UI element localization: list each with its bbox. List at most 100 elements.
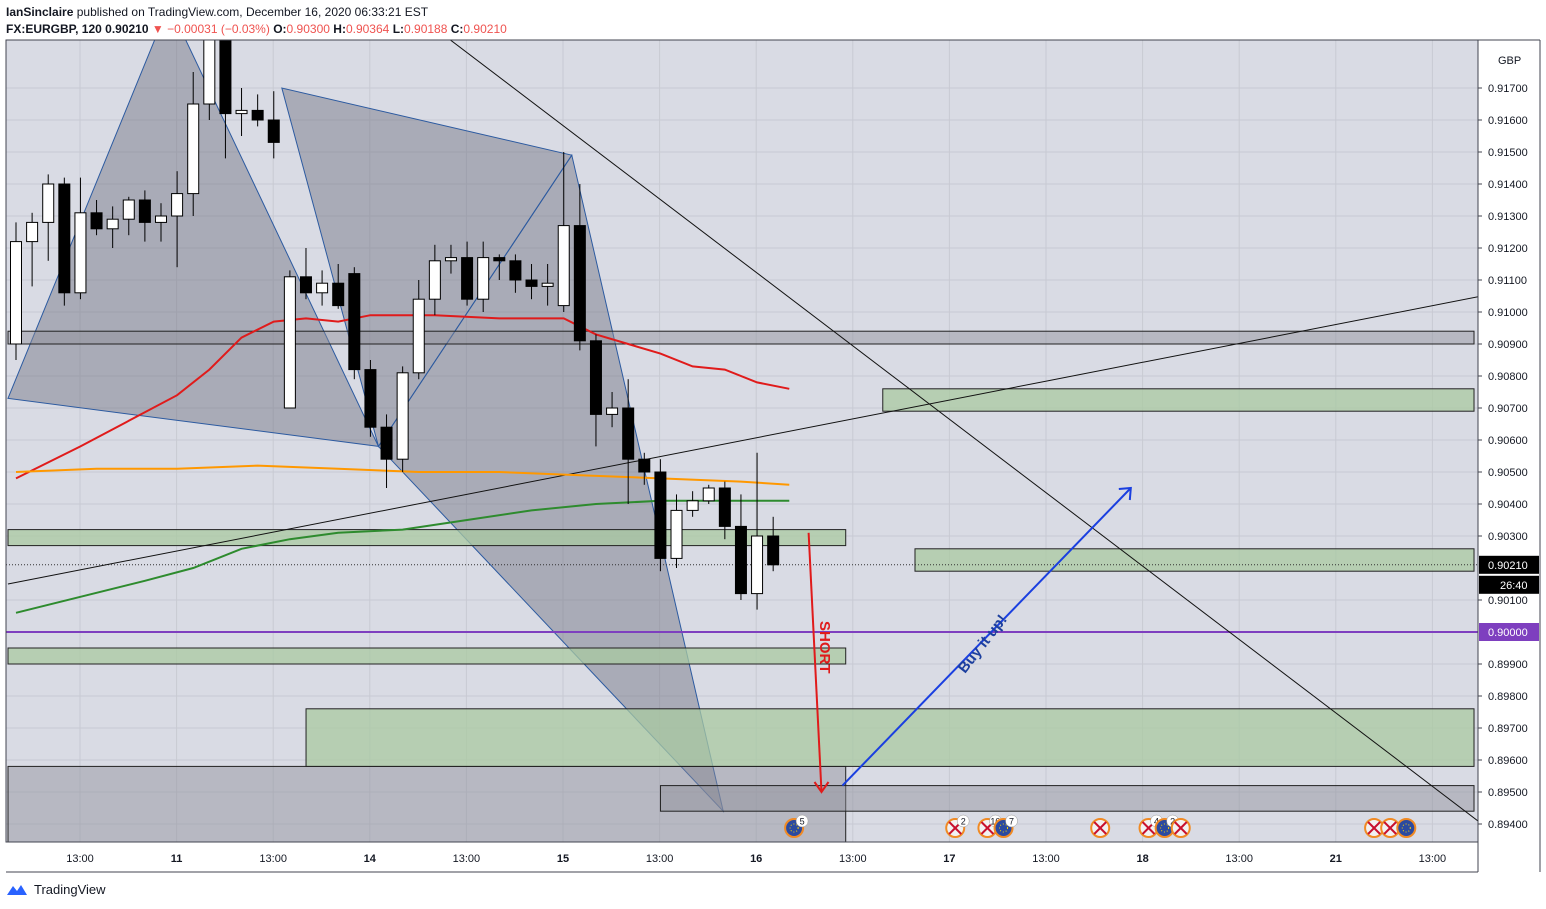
pattern-triangle-3 bbox=[377, 153, 725, 813]
candle-body[interactable] bbox=[428, 260, 441, 300]
candle-body[interactable] bbox=[412, 298, 425, 374]
author-name[interactable]: IanSinclaire bbox=[6, 5, 74, 19]
high-value: 0.90364 bbox=[345, 22, 390, 36]
high-label: H: bbox=[333, 22, 346, 36]
short-arrow[interactable] bbox=[807, 532, 823, 793]
eu-flag-icon[interactable] bbox=[1396, 818, 1417, 838]
candle-body[interactable] bbox=[541, 282, 554, 287]
candle-body[interactable] bbox=[74, 212, 87, 294]
eu-stars-icon bbox=[789, 823, 799, 833]
candle-body[interactable] bbox=[364, 369, 377, 428]
candle-body[interactable] bbox=[718, 487, 731, 527]
y-tick-label: 0.89500 bbox=[1488, 787, 1528, 799]
candle-body[interactable] bbox=[267, 119, 280, 143]
x-tick-label: 13:00 bbox=[259, 853, 287, 865]
x-tick-label: 13:00 bbox=[66, 853, 94, 865]
candle-body[interactable] bbox=[396, 372, 409, 460]
candle-body[interactable] bbox=[444, 257, 457, 262]
candle-body[interactable] bbox=[187, 103, 200, 195]
gray-zone-2[interactable] bbox=[659, 785, 1475, 812]
x-tick-label: 18 bbox=[1136, 853, 1148, 865]
y-tick-label: 0.90300 bbox=[1488, 531, 1528, 543]
x-tick-label: 17 bbox=[943, 853, 955, 865]
candle-body[interactable] bbox=[122, 199, 135, 220]
trend-line-0[interactable] bbox=[7, 296, 1482, 585]
candle-body[interactable] bbox=[589, 340, 602, 415]
countdown-tag bbox=[1479, 575, 1539, 594]
candle-body[interactable] bbox=[751, 535, 764, 595]
event-count: 7 bbox=[1009, 817, 1014, 827]
candle-body[interactable] bbox=[235, 109, 248, 115]
gray-zone-1[interactable] bbox=[7, 765, 847, 849]
candle-body[interactable] bbox=[42, 183, 55, 223]
y-tick-label: 0.91100 bbox=[1488, 275, 1527, 287]
close-value: 0.90210 bbox=[463, 22, 507, 36]
candle-body[interactable] bbox=[316, 282, 329, 294]
eu-stars-icon bbox=[1160, 823, 1170, 833]
y-tick-label: 0.90500 bbox=[1488, 467, 1528, 479]
candle-body[interactable] bbox=[477, 257, 490, 300]
candle-body[interactable] bbox=[106, 218, 119, 230]
eu-stars-icon bbox=[999, 823, 1009, 833]
green-zone-0[interactable] bbox=[7, 529, 847, 547]
level-tag bbox=[1479, 623, 1539, 641]
candle-body[interactable] bbox=[348, 273, 361, 371]
price-tag bbox=[1479, 555, 1539, 574]
candle-body[interactable] bbox=[203, 14, 216, 105]
gray-zone-0[interactable] bbox=[7, 330, 1475, 345]
event-count: 5 bbox=[800, 817, 805, 827]
candle-body[interactable] bbox=[734, 525, 747, 595]
green-zone-3[interactable] bbox=[882, 388, 1475, 412]
candle-body[interactable] bbox=[509, 260, 522, 281]
y-tick-label: 0.89800 bbox=[1488, 691, 1528, 703]
candle-body[interactable] bbox=[219, 14, 232, 115]
countdown-text: 26:40 bbox=[1500, 580, 1528, 592]
candle-body[interactable] bbox=[606, 407, 619, 415]
candle-body[interactable] bbox=[461, 257, 474, 300]
buy-arrow[interactable] bbox=[841, 487, 1132, 787]
low-label: L: bbox=[392, 22, 405, 36]
candle-body[interactable] bbox=[525, 279, 538, 287]
candle-body[interactable] bbox=[283, 276, 296, 409]
x-tick-label: 13:00 bbox=[1419, 853, 1447, 865]
green-zone-1[interactable] bbox=[7, 647, 847, 665]
candle-body[interactable] bbox=[26, 221, 39, 243]
candle-body[interactable] bbox=[10, 241, 22, 345]
green-zone-4[interactable] bbox=[914, 548, 1475, 572]
y-tick-label: 0.91400 bbox=[1488, 179, 1528, 191]
candle-body[interactable] bbox=[767, 535, 780, 566]
y-tick-label: 0.90900 bbox=[1488, 339, 1528, 351]
low-value: 0.90188 bbox=[404, 22, 448, 36]
footer-brand[interactable]: TradingView bbox=[6, 882, 106, 897]
candle-body[interactable] bbox=[380, 426, 393, 460]
candle-body[interactable] bbox=[251, 109, 264, 121]
y-tick-label: 0.90800 bbox=[1488, 371, 1528, 383]
symbol-label[interactable]: FX:EURGBP, 120 bbox=[6, 22, 102, 36]
candle-body[interactable] bbox=[493, 257, 506, 262]
candle-body[interactable] bbox=[654, 471, 667, 559]
candle-body[interactable] bbox=[622, 407, 635, 460]
x-tick-label: 13:00 bbox=[453, 853, 481, 865]
candle-body[interactable] bbox=[154, 215, 167, 223]
x-tick-label: 13:00 bbox=[1032, 853, 1060, 865]
candle-body[interactable] bbox=[573, 225, 586, 342]
trend-line-1[interactable] bbox=[370, 0, 1482, 824]
x-tick-label: 13:00 bbox=[839, 853, 867, 865]
candle-body[interactable] bbox=[670, 509, 683, 559]
level-tag-text: 0.90000 bbox=[1488, 627, 1528, 639]
candle-body[interactable] bbox=[299, 276, 312, 294]
candle-body[interactable] bbox=[638, 458, 651, 473]
event-count-bubble bbox=[795, 814, 809, 828]
short-label: SHORT bbox=[816, 621, 833, 674]
candle-body[interactable] bbox=[138, 199, 151, 223]
candle-body[interactable] bbox=[686, 500, 699, 511]
candle-body[interactable] bbox=[332, 282, 345, 307]
candle-body[interactable] bbox=[90, 212, 103, 230]
currency-label: GBP bbox=[1498, 55, 1521, 67]
plot-area[interactable]: SHORT Buy it up!5 2 10 7 4 2 bbox=[6, 0, 1482, 850]
candle-body[interactable] bbox=[557, 225, 570, 307]
candle-body[interactable] bbox=[58, 183, 71, 294]
candle-body[interactable] bbox=[171, 193, 184, 217]
candle-body[interactable] bbox=[702, 487, 715, 502]
